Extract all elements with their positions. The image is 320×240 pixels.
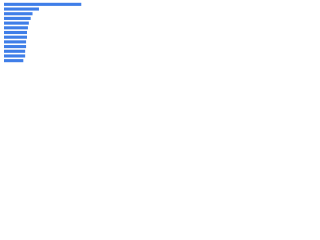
bar [4, 2, 82, 6]
bar [4, 35, 27, 39]
chart [4, 2, 82, 63]
bar [4, 59, 24, 63]
bar [4, 54, 26, 58]
bar [4, 21, 29, 25]
bar [4, 7, 39, 11]
bar [4, 40, 27, 44]
bar [4, 26, 28, 30]
bar [4, 12, 33, 16]
page: {"chart_data": {"type": "bar", "orientat… [0, 0, 100, 71]
bar [4, 49, 26, 53]
bar [4, 30, 27, 35]
bar [4, 45, 27, 49]
bar [4, 16, 31, 20]
